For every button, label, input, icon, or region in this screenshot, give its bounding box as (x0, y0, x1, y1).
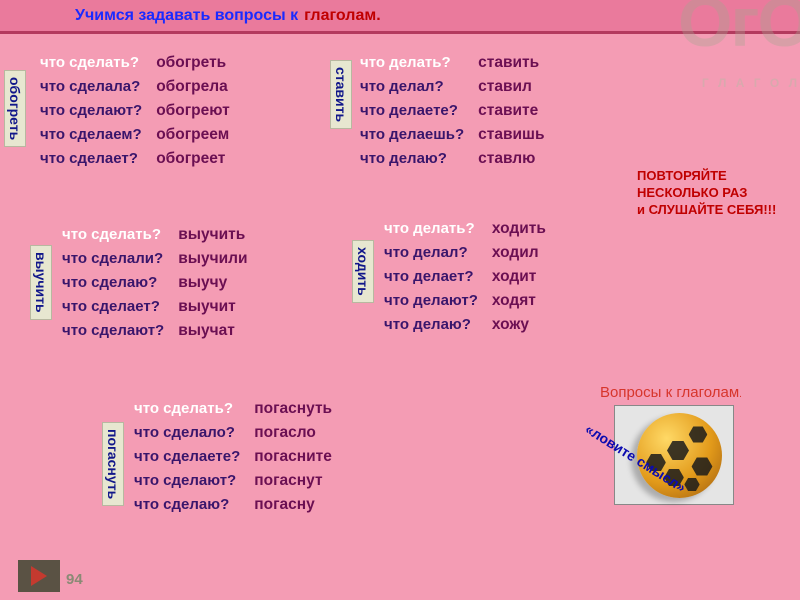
answer: выучат (178, 322, 247, 340)
question: что сделает? (62, 298, 164, 316)
answer: ходит (492, 268, 546, 286)
block-hodit: что делать? ходить что делал? ходил что де… (384, 220, 546, 334)
answer: обогреть (156, 54, 230, 72)
tag-obogret: обогреть (4, 70, 26, 147)
question: что делаете? (360, 102, 464, 120)
question: что делал? (360, 78, 464, 96)
question: что делаю? (360, 150, 464, 168)
answer: выучить (178, 226, 247, 244)
block-vyuchit: что сделать?выучить что сделали?выучили … (62, 226, 248, 340)
page-number: 94 (66, 571, 83, 588)
answer: ставлю (478, 150, 544, 168)
block-pogasnut: что сделать? погаснуть что сделало? погасл… (134, 400, 332, 514)
answer: ставишь (478, 126, 544, 144)
title-dot: . (376, 7, 380, 25)
question: что делать? (384, 220, 478, 238)
answer: обогрела (156, 78, 230, 96)
question: что сделают? (134, 472, 240, 490)
answer: погасну (254, 496, 332, 514)
question: что делаю? (384, 316, 478, 334)
tag-vyuchit: выучить (30, 245, 52, 320)
question: что сделать? (40, 54, 142, 72)
answer: выучу (178, 274, 247, 292)
next-button[interactable] (18, 560, 60, 592)
answer: ходят (492, 292, 546, 310)
question: что сделало? (134, 424, 240, 442)
title-part2: глаголам (304, 7, 376, 25)
question: что сделать? (62, 226, 164, 244)
question: что сделали? (62, 250, 164, 268)
question: что делает? (384, 268, 478, 286)
answer: погасните (254, 448, 332, 466)
question: что сделают? (40, 102, 142, 120)
question: что сделаете? (134, 448, 240, 466)
answer: выучили (178, 250, 247, 268)
question: что делают? (384, 292, 478, 310)
question: что сделаю? (62, 274, 164, 292)
answer: погаснут (254, 472, 332, 490)
answer: выучит (178, 298, 247, 316)
tag-stavit: ставить (330, 60, 352, 129)
question: что сделала? (40, 78, 142, 96)
answer: погаснуть (254, 400, 332, 418)
question: что сделать? (134, 400, 240, 418)
title-part1: Учимся задавать вопросы к (75, 7, 298, 25)
question: что делал? (384, 244, 478, 262)
answer: ставить (478, 54, 544, 72)
answer: ходил (492, 244, 546, 262)
tag-pogasnut: погаснуть (102, 422, 124, 506)
play-icon (31, 566, 47, 586)
watermark-ogo: ОгО (678, 0, 800, 62)
answer: хожу (492, 316, 546, 334)
repeat-note: ПОВТОРЯЙТЕ НЕСКОЛЬКО РАЗ и СЛУШАЙТЕ СЕБЯ… (637, 168, 776, 219)
answer: ставил (478, 78, 544, 96)
tag-hodit: ходить (352, 240, 374, 303)
question: что сделаем? (40, 126, 142, 144)
watermark-glagol: Г Л А Г О Л (702, 76, 800, 90)
question: что сделаю? (134, 496, 240, 514)
question: что делаешь? (360, 126, 464, 144)
question: что сделают? (62, 322, 164, 340)
question: что делать? (360, 54, 464, 72)
question: что сделает? (40, 150, 142, 168)
answer: погасло (254, 424, 332, 442)
voprosy-label: Вопросы к глаголам. (600, 384, 742, 401)
answer: ставите (478, 102, 544, 120)
answer: обогреет (156, 150, 230, 168)
answer: обогреют (156, 102, 230, 120)
block-obogret: что сделать? обогреть что сделала? обогрел… (40, 54, 230, 168)
answer: ходить (492, 220, 546, 238)
answer: обогреем (156, 126, 230, 144)
block-stavit: что делать? ставить что делал? ставил что … (360, 54, 545, 168)
